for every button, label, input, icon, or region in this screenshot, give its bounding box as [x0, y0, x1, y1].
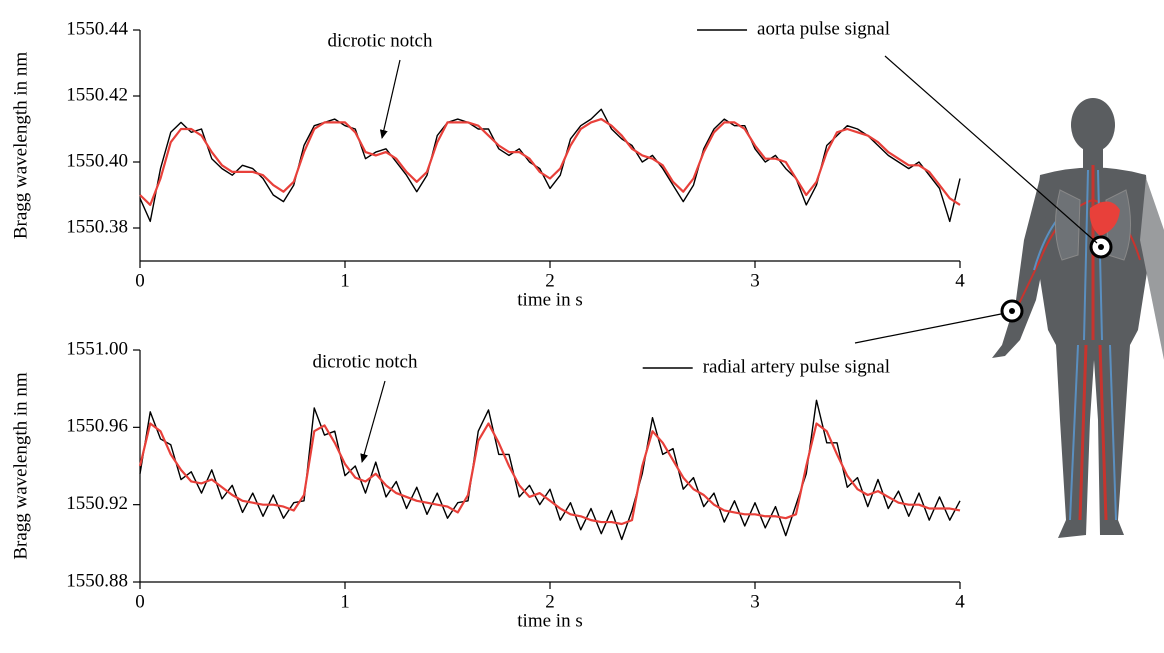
x-tick-label: 0: [135, 270, 145, 291]
x-axis-label: time in s: [517, 289, 582, 310]
x-tick-label: 2: [545, 591, 555, 612]
x-tick-label: 1: [340, 270, 350, 291]
x-tick-label: 4: [955, 270, 965, 291]
smoothed-signal-line: [138, 422, 961, 526]
y-tick-label: 1550.44: [66, 18, 128, 39]
body-illustration: [854, 55, 1164, 538]
y-tick-label: 1550.40: [66, 150, 128, 171]
annotation-arrow: [379, 59, 401, 139]
y-tick-label: 1550.38: [66, 216, 128, 237]
annotation: dicrotic notch: [328, 30, 433, 51]
x-tick-label: 3: [750, 591, 760, 612]
raw-signal-line: [139, 399, 961, 541]
x-tick-label: 0: [135, 591, 145, 612]
y-tick-label: 1550.96: [66, 416, 128, 437]
annotation: dicrotic notch: [313, 351, 418, 372]
legend-label: radial artery pulse signal: [703, 356, 890, 377]
y-tick-label: 1550.42: [66, 84, 128, 105]
y-axis-label: Bragg wavelength in nm: [10, 372, 31, 560]
smoothed-signal-line: [139, 118, 961, 206]
y-tick-label: 1550.92: [66, 493, 128, 514]
raw-signal-line: [139, 108, 961, 223]
y-axis-label: Bragg wavelength in nm: [10, 52, 31, 240]
y-tick-label: 1551.00: [66, 338, 128, 359]
x-tick-label: 4: [955, 591, 965, 612]
x-tick-label: 3: [750, 270, 760, 291]
legend-label: aorta pulse signal: [757, 18, 890, 39]
x-axis-label: time in s: [517, 610, 582, 631]
y-tick-label: 1550.88: [66, 570, 128, 591]
annotation-arrow: [360, 380, 386, 463]
x-tick-label: 2: [545, 270, 555, 291]
x-tick-label: 1: [340, 591, 350, 612]
